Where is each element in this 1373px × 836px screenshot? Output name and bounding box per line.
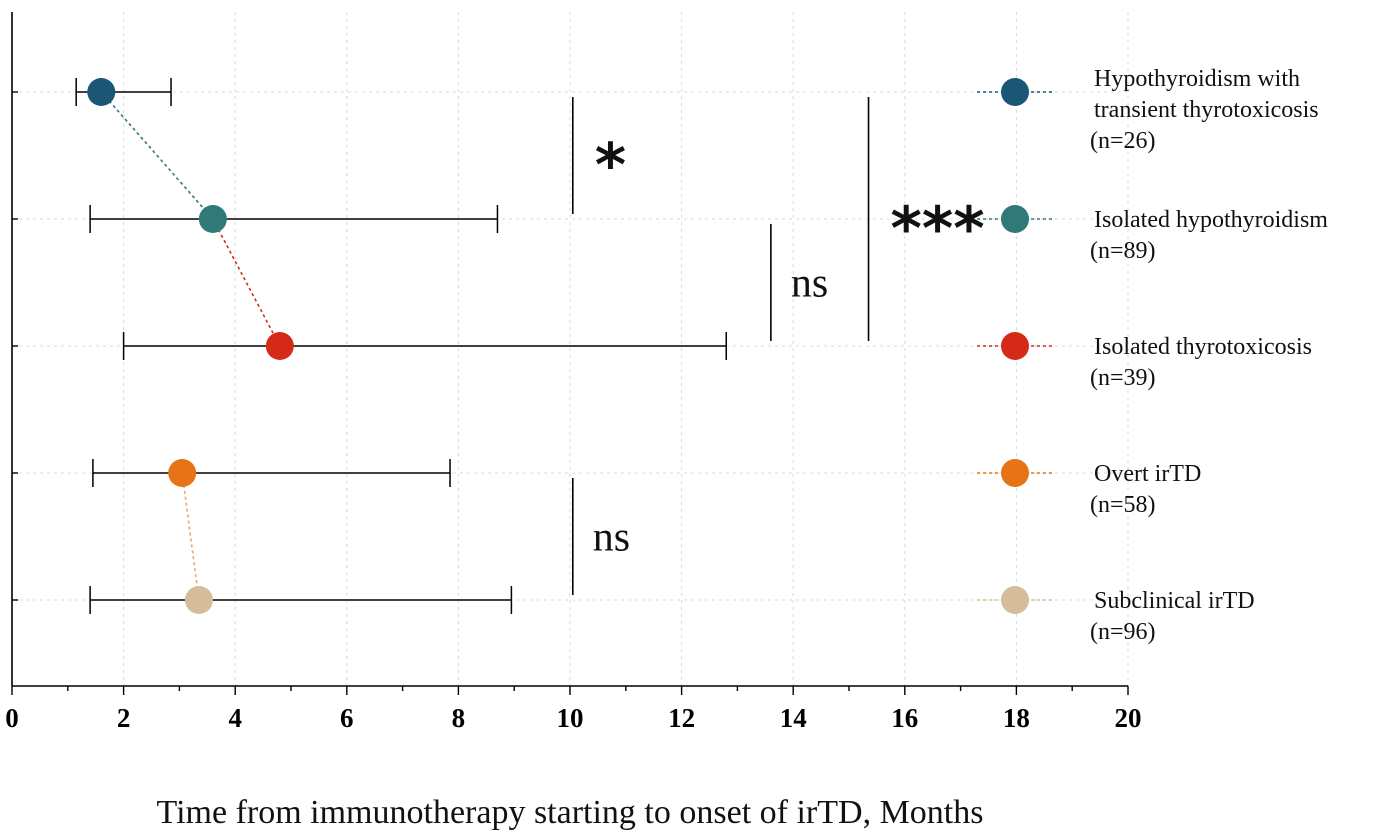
median-connector-line: [212, 218, 281, 347]
legend-marker: [1001, 459, 1029, 487]
legend-count-label: (n=58): [1090, 492, 1156, 518]
errorbar-layer: [75, 78, 727, 614]
significance-label: ns: [593, 515, 630, 561]
legend: Hypothyroidism with transient thyrotoxico…: [977, 66, 1328, 645]
legend-marker: [1001, 205, 1029, 233]
x-tick-label: 4: [228, 703, 242, 733]
connector-layer: [100, 91, 281, 601]
legend-label: Isolated hypothyroidism: [1094, 207, 1328, 233]
point-layer: [87, 78, 294, 614]
legend-count-label: (n=96): [1090, 619, 1156, 645]
axis-layer: 0 2 4 6 8 10 12 14 16 18 20: [5, 12, 1142, 733]
x-tick-label: 6: [340, 703, 354, 733]
significance-label: ns: [791, 261, 828, 307]
x-tick-label: 10: [557, 703, 584, 733]
median-point: [168, 459, 197, 487]
x-tick-label: 18: [1003, 703, 1030, 733]
x-tick-label: 2: [117, 703, 131, 733]
legend-marker: [1001, 78, 1029, 106]
legend-count-label: (n=39): [1090, 365, 1156, 391]
median-connector-line: [100, 91, 214, 220]
x-tick-label: 12: [668, 703, 695, 733]
x-axis-label: Time from immunotherapy starting to onse…: [157, 794, 984, 831]
median-point: [198, 205, 227, 233]
median-point: [265, 332, 294, 360]
legend-label: Overt irTD: [1094, 461, 1201, 487]
significance-label: ***: [891, 194, 985, 264]
legend-count-label: (n=89): [1090, 238, 1156, 264]
legend-label: Hypothyroidism with: [1094, 66, 1300, 92]
legend-label: Isolated thyrotoxicosis: [1094, 334, 1312, 360]
legend-label: Subclinical irTD: [1094, 588, 1255, 614]
median-point: [87, 78, 116, 106]
x-tick-label: 8: [452, 703, 466, 733]
x-tick-label: 0: [5, 703, 19, 733]
median-point: [184, 586, 213, 614]
legend-count-label: (n=26): [1090, 128, 1156, 154]
x-tick-label: 20: [1115, 703, 1142, 733]
grid-layer: [12, 12, 1129, 686]
legend-label: transient thyrotoxicosis: [1094, 97, 1319, 123]
legend-marker: [1001, 332, 1029, 360]
median-connector-line: [181, 472, 200, 601]
significance-label: *: [595, 131, 626, 201]
legend-marker: [1001, 586, 1029, 614]
x-tick-label: 16: [891, 703, 918, 733]
significance-layer: * ns *** ns: [571, 97, 985, 595]
x-tick-label: 14: [780, 703, 807, 733]
